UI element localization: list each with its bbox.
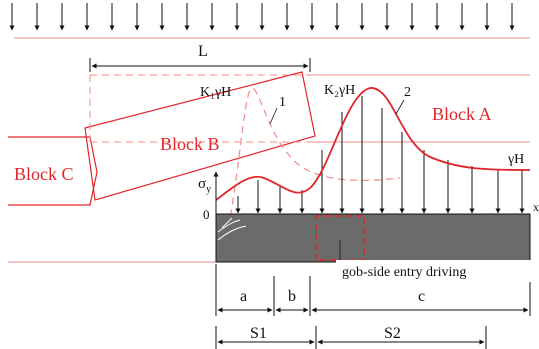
- block-a-label: Block A: [432, 104, 492, 124]
- k1-label: K₁γH: [200, 85, 231, 100]
- span-l-dimension: [89, 58, 311, 72]
- dim-b-label: b: [288, 288, 296, 305]
- dim-a-label: a: [240, 288, 247, 305]
- sigma-label: σy: [198, 176, 211, 195]
- entry-caption-box: [336, 260, 532, 280]
- stress-curve-2: [215, 87, 531, 201]
- broken-zone-hatch: [217, 217, 247, 241]
- x-axis-label: x: [533, 200, 539, 214]
- dim-s2-label: S2: [384, 325, 401, 342]
- dimension-s: [215, 326, 487, 349]
- stress-arrows: [235, 96, 525, 214]
- dim-s1-label: S1: [250, 325, 267, 342]
- block-b-outline: [84, 71, 316, 201]
- curve1-leader: [269, 107, 278, 125]
- curve1-label: 1: [279, 95, 286, 110]
- stress-curve-1: [227, 87, 401, 229]
- span-l-label: L: [198, 43, 208, 60]
- gamma-h-label: γH: [507, 152, 524, 167]
- block-c-outline: [8, 136, 98, 206]
- k2-label: K₂γH: [324, 83, 355, 98]
- block-b-label: Block B: [160, 134, 220, 154]
- dimension-abc: [215, 264, 531, 316]
- block-c-label: Block C: [14, 164, 74, 184]
- entry-caption: gob-side entry driving: [342, 265, 466, 280]
- block-b-original-dashed: [89, 74, 310, 143]
- curve2-leader: [395, 99, 405, 115]
- coal-seam: [215, 213, 531, 263]
- top-load-arrows: [9, 3, 515, 31]
- dim-c-label: c: [418, 288, 425, 305]
- curve2-label: 2: [404, 85, 411, 100]
- origin-label: 0: [203, 207, 210, 222]
